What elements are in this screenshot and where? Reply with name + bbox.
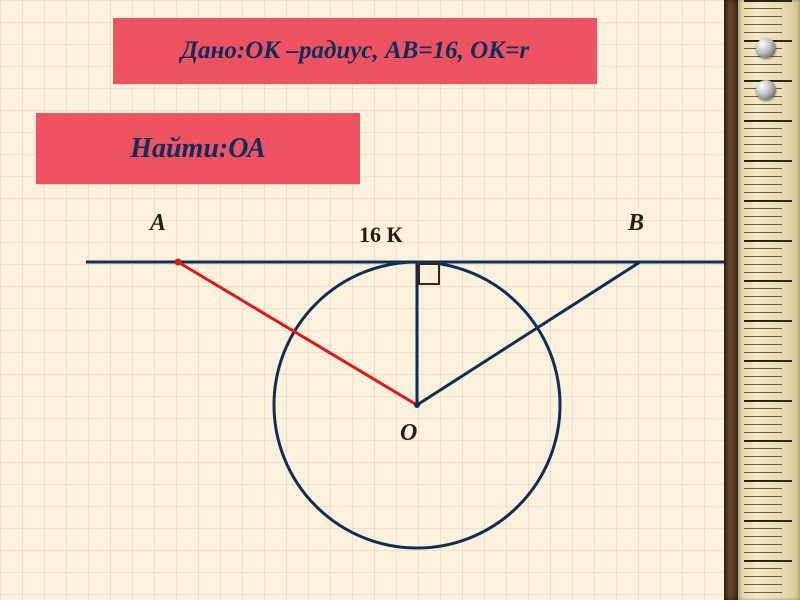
label-B: В — [628, 210, 644, 237]
ruler-screw-icon — [756, 38, 776, 58]
ruler-body — [738, 0, 800, 600]
label-O: О — [400, 420, 417, 447]
stage: Дано:ОК –радиус, АВ=16, ОК=r Найти:ОА А … — [0, 0, 800, 600]
label-A: А — [150, 210, 166, 237]
ruler-frame — [724, 0, 738, 600]
ruler — [724, 0, 800, 600]
label-K: 16 К — [359, 222, 402, 248]
ruler-screw-icon — [756, 80, 776, 100]
geometry-diagram — [0, 0, 800, 600]
